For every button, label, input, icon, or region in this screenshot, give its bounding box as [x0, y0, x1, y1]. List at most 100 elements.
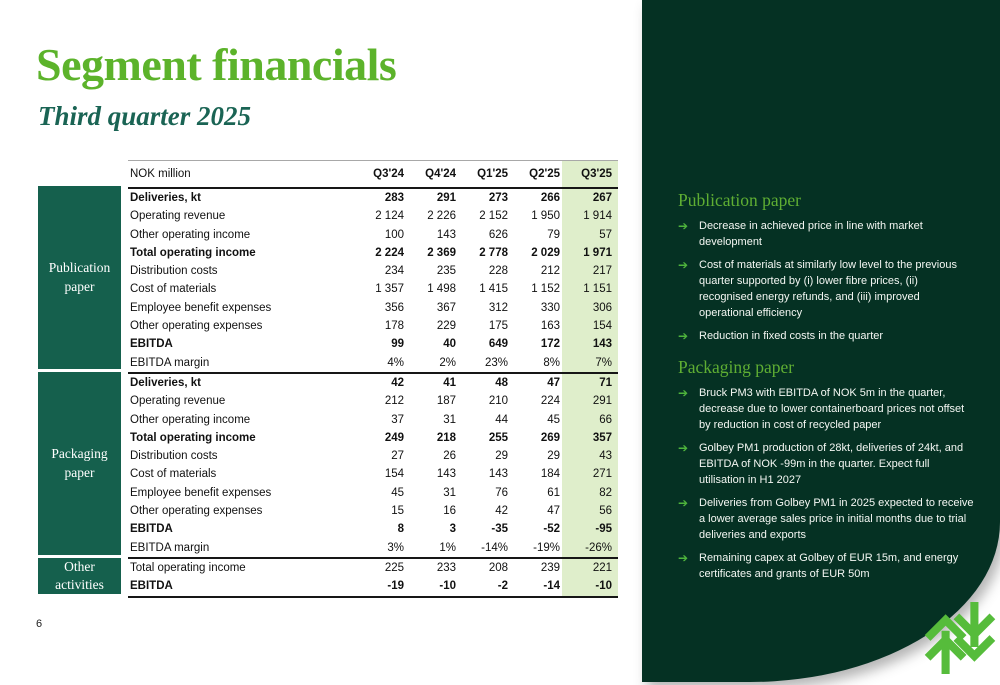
table-cell: 43: [562, 447, 618, 466]
row-label: Distribution costs: [130, 450, 218, 463]
table-cell: 79: [547, 228, 560, 241]
table-cell: 37: [391, 413, 404, 426]
table-cell: 367: [436, 301, 456, 314]
table-cell: 27: [391, 450, 404, 463]
table-cell: -14: [543, 580, 560, 593]
table-cell: 143: [436, 228, 456, 241]
bullet-item: ➔ Golbey PM1 production of 28kt, deliveri…: [678, 440, 974, 488]
column-header-q3-24: Q3'24: [373, 168, 404, 180]
table-row: EBITDA margin 4% 2% 23% 8% 7%: [128, 353, 618, 372]
table-cell: 31: [443, 413, 456, 426]
table-row: EBITDA margin 3% 1% -14% -19% -26%: [128, 538, 618, 557]
table-cell: 1 498: [427, 283, 456, 296]
row-label: Employee benefit expenses: [130, 301, 272, 314]
table-cell: 1 971: [562, 243, 618, 263]
commentary-section-packaging-paper: Packaging paper ➔ Bruck PM3 with EBITDA o…: [678, 357, 974, 582]
bullet-text: Deliveries from Golbey PM1 in 2025 expec…: [699, 497, 974, 541]
table-cell: 234: [384, 265, 404, 278]
table-cell: 266: [540, 192, 560, 204]
row-label: Employee benefit expenses: [130, 486, 272, 499]
table-cell: 15: [391, 505, 404, 518]
arrow-right-icon: ➔: [678, 551, 689, 565]
table-cell: 143: [436, 468, 456, 481]
segment-label-publication-paper: Publication paper: [38, 186, 121, 369]
table-cell: 42: [495, 505, 508, 518]
commentary-section-publication-paper: Publication paper ➔ Decrease in achieved …: [678, 190, 974, 344]
bullet-text: Decrease in achieved price in line with …: [699, 220, 923, 248]
table-cell: 2 029: [531, 246, 560, 259]
table-cell: 61: [547, 486, 560, 499]
table-cell: 2 152: [479, 210, 508, 223]
row-label: Distribution costs: [130, 265, 218, 278]
table-cell: 267: [562, 189, 618, 208]
table-cell: 47: [547, 376, 560, 389]
table-row: Deliveries, kt 42 41 48 47 71: [128, 373, 618, 393]
arrow-right-icon: ➔: [678, 258, 689, 272]
arrow-right-icon: ➔: [678, 386, 689, 400]
table-cell: 291: [562, 392, 618, 411]
bullet-list-packaging-paper: ➔ Bruck PM3 with EBITDA of NOK 5m in the …: [678, 385, 974, 582]
table-cell: 239: [540, 561, 560, 574]
table-cell: 249: [384, 431, 404, 444]
table-cell: 269: [540, 431, 560, 444]
row-label: Deliveries, kt: [130, 192, 201, 204]
table-cell: 312: [488, 301, 508, 314]
table-cell: 208: [488, 561, 508, 574]
table-row: Other operating expenses 178 229 175 163 154: [128, 317, 618, 336]
table-cell: 218: [436, 431, 456, 444]
row-label: EBITDA: [130, 523, 173, 536]
table-row: Total operating income 249 218 255 269 357: [128, 428, 618, 448]
table-header-row: NOK million Q3'24 Q4'24 Q1'25 Q2'25 Q3'2…: [128, 160, 618, 189]
table-cell: 57: [562, 225, 618, 244]
row-label: Other operating expenses: [130, 320, 263, 333]
table-row: Cost of materials 154 143 143 184 271: [128, 465, 618, 484]
bullet-item: ➔ Decrease in achieved price in line with…: [678, 218, 974, 250]
table-cell: 71: [562, 373, 618, 393]
table-row: Total operating income 225 233 208 239 221: [128, 558, 618, 578]
table-cell: 16: [443, 505, 456, 518]
table-cell: 29: [495, 450, 508, 463]
table-cell: 1 151: [562, 280, 618, 299]
table-cell: 210: [488, 395, 508, 408]
table-cell: 184: [540, 468, 560, 481]
table-cell: 48: [495, 376, 508, 389]
row-label: EBITDA: [130, 338, 173, 351]
table-cell: 225: [384, 561, 404, 574]
table-cell: 41: [443, 376, 456, 389]
table-body: Deliveries, kt 283 291 273 266 267 Operating r…: [128, 189, 618, 596]
bullet-text: Cost of materials at similarly low level…: [699, 259, 957, 319]
table-row: EBITDA -19 -10 -2 -14 -10: [128, 577, 618, 596]
table-cell: 154: [562, 317, 618, 336]
table-cell: 23%: [484, 356, 508, 369]
table-cell: 100: [384, 228, 404, 241]
table-cell: 1 152: [531, 283, 560, 296]
table-cell: 31: [443, 486, 456, 499]
table-section: Deliveries, kt 283 291 273 266 267 Operating r…: [128, 189, 618, 372]
table-cell: 229: [436, 320, 456, 333]
table-cell: -14%: [481, 541, 508, 554]
table-cell: -26%: [562, 538, 618, 557]
bullet-text: Golbey PM1 production of 28kt, deliverie…: [699, 442, 964, 486]
table-cell: 3: [449, 523, 456, 536]
table-cell: 271: [562, 465, 618, 484]
bullet-text: Remaining capex at Golbey of EUR 15m, an…: [699, 552, 959, 580]
table-cell: 187: [436, 395, 456, 408]
table-cell: 56: [562, 502, 618, 521]
table-cell: -35: [491, 523, 508, 536]
commentary-heading-publication-paper: Publication paper: [678, 190, 801, 210]
commentary-panel: Publication paper ➔ Decrease in achieved …: [642, 0, 1000, 682]
table-row: Distribution costs 234 235 228 212 217: [128, 262, 618, 281]
row-label: Deliveries, kt: [130, 376, 201, 389]
table-cell: 44: [495, 413, 508, 426]
table-cell: 357: [562, 428, 618, 448]
table-cell: 82: [562, 483, 618, 503]
table-cell: 76: [495, 486, 508, 499]
row-label: Cost of materials: [130, 468, 217, 481]
table-cell: 3%: [387, 541, 404, 554]
table-cell: 154: [384, 468, 404, 481]
table-row: Distribution costs 27 26 29 29 43: [128, 447, 618, 466]
table-cell: 283: [384, 192, 404, 204]
table-cell: 172: [540, 338, 560, 351]
table-cell: 224: [540, 395, 560, 408]
table-cell: 1%: [439, 541, 456, 554]
